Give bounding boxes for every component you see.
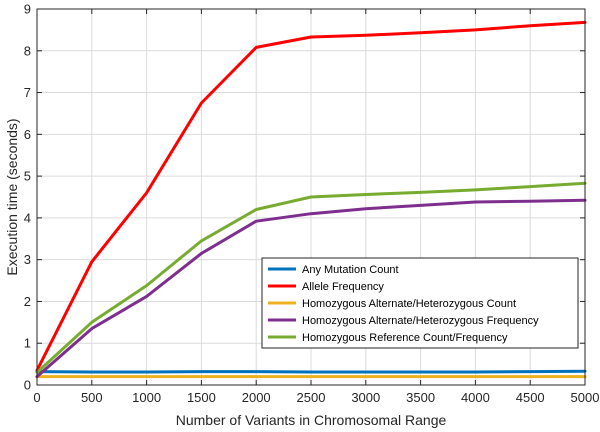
y-tick-label: 2	[24, 294, 31, 309]
tick-labels: 0 500 1000 1500 2000 2500 3000 3500 4000 4500 5000…	[24, 2, 600, 406]
legend: Any Mutation Count Allele Frequency Homozy…	[261, 257, 579, 349]
x-tick-label: 3500	[406, 390, 435, 405]
legend-label: Allele Frequency	[302, 281, 384, 293]
y-tick-label: 6	[24, 127, 31, 142]
x-tick-label: 0	[33, 390, 40, 405]
y-tick-label: 4	[24, 210, 31, 225]
x-tick-label: 3000	[351, 390, 380, 405]
x-tick-label: 500	[81, 390, 103, 405]
x-tick-label: 2000	[242, 390, 271, 405]
legend-box	[261, 257, 579, 349]
series-line-1	[35, 369, 587, 374]
x-tick-label: 5000	[571, 390, 600, 405]
series-line-4	[35, 198, 587, 379]
y-tick-label: 8	[24, 43, 31, 58]
x-tick-label: 1500	[187, 390, 216, 405]
legend-label: Any Mutation Count	[302, 264, 399, 276]
series-line-5	[35, 181, 587, 374]
series-layer	[35, 20, 587, 379]
legend-label: Homozygous Reference Count/Frequency	[302, 332, 508, 344]
y-axis-label: Execution time (seconds)	[4, 118, 20, 275]
series-line-2	[35, 20, 587, 372]
y-tick-label: 1	[24, 336, 31, 351]
x-axis-label: Number of Variants in Chromosomal Range	[176, 412, 447, 428]
y-tick-label: 7	[24, 85, 31, 100]
y-tick-label: 9	[24, 2, 31, 17]
legend-label: Homozygous Alternate/Heterozygous Count	[302, 298, 516, 310]
axes	[36, 8, 586, 386]
y-tick-label: 5	[24, 169, 31, 184]
x-tick-label: 1000	[132, 390, 161, 405]
legend-label: Homozygous Alternate/Heterozygous Freque…	[302, 315, 539, 327]
x-tick-label: 4000	[461, 390, 490, 405]
y-tick-label: 0	[24, 378, 31, 393]
x-tick-label: 4500	[516, 390, 545, 405]
y-tick-label: 3	[24, 252, 31, 267]
x-tick-label: 2500	[297, 390, 326, 405]
